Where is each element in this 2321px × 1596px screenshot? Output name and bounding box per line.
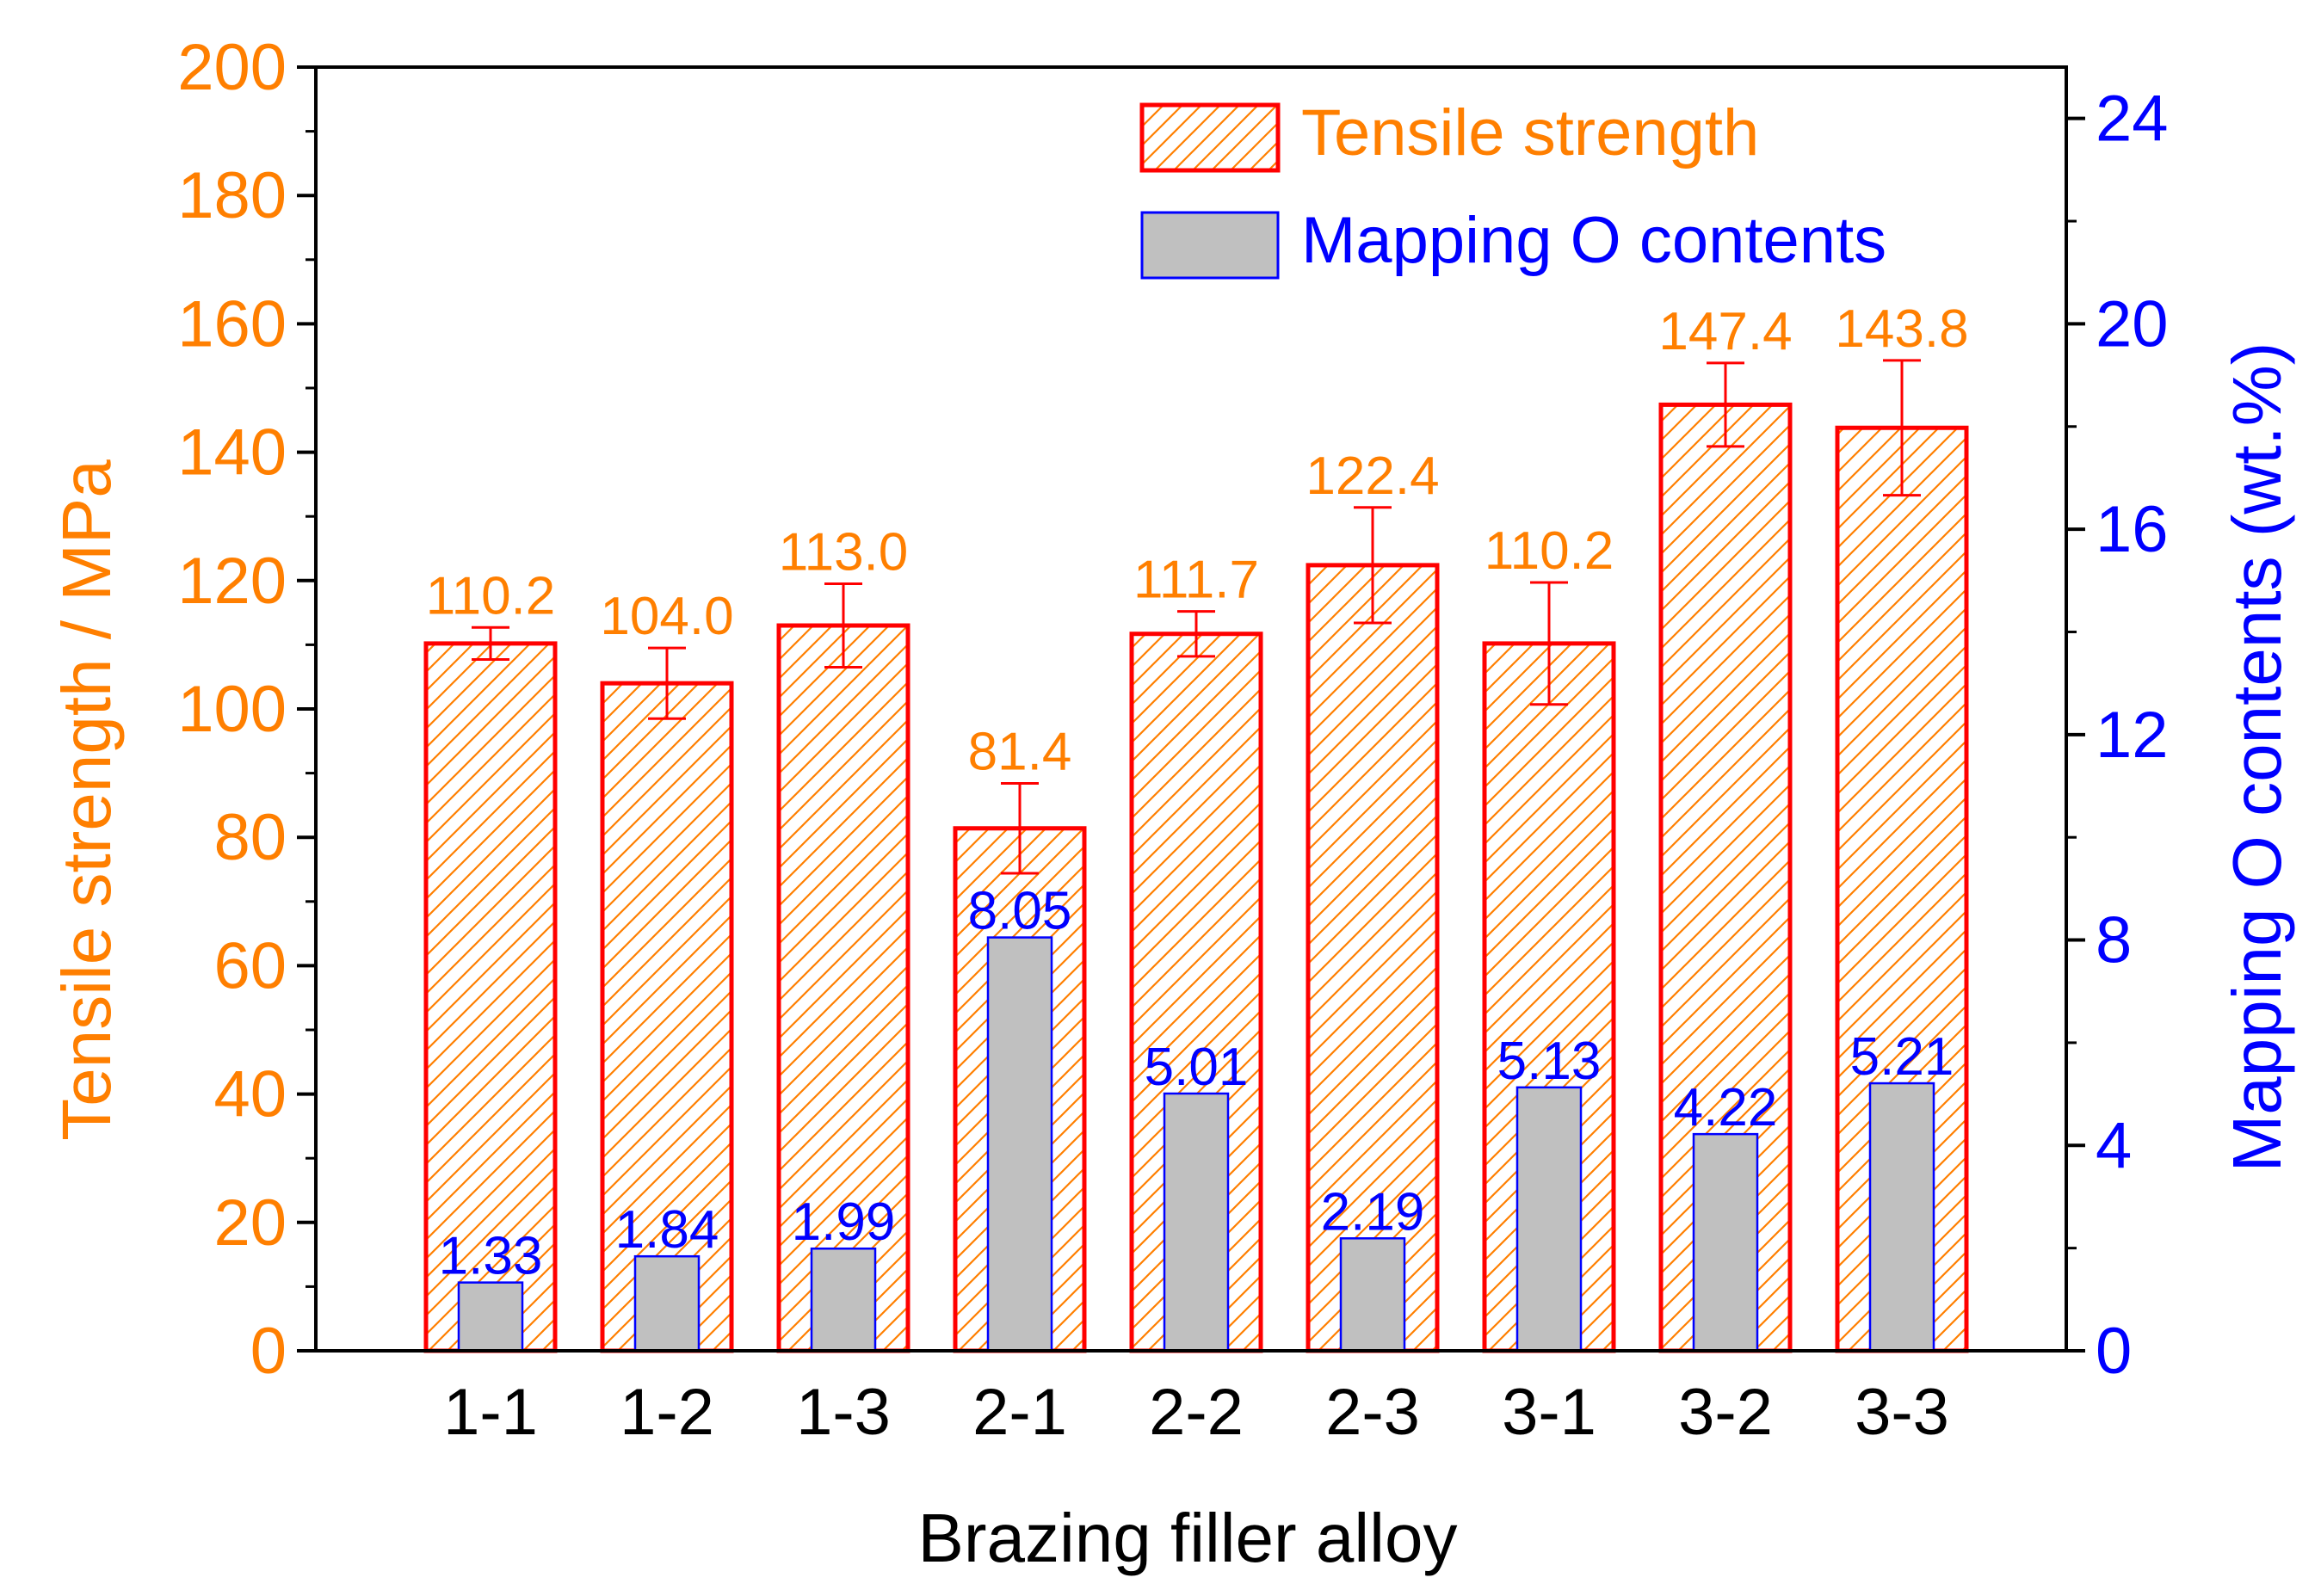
y-tick-label: 0 bbox=[250, 1315, 287, 1388]
o-content-bar-2-3 bbox=[1339, 1237, 1406, 1353]
o-content-bar-3-2 bbox=[1692, 1132, 1759, 1353]
o-content-bar-2-1 bbox=[986, 936, 1053, 1353]
tensile-value-label-3-3: 143.8 bbox=[1835, 299, 1968, 359]
o-content-bar-2-2 bbox=[1163, 1092, 1230, 1353]
o-value-label-2-3: 2.19 bbox=[1321, 1182, 1425, 1242]
o-content-bar-1-1 bbox=[457, 1281, 524, 1353]
x-tick-label-2-2: 2-2 bbox=[1149, 1376, 1244, 1449]
o-value-label-1-3: 1.99 bbox=[792, 1192, 896, 1252]
tensile-value-label-1-1: 110.2 bbox=[426, 566, 556, 625]
y-tick-label: 160 bbox=[177, 287, 287, 360]
x-axis-title: Brazing filler alloy bbox=[918, 1500, 1458, 1576]
y-axis-title: Tensile strength / MPa bbox=[48, 459, 125, 1141]
error-bar-3-1 bbox=[1530, 581, 1568, 706]
y2-tick-label: 20 bbox=[2096, 287, 2169, 360]
y-tick-label: 140 bbox=[177, 416, 287, 490]
o-value-label-3-3: 5.21 bbox=[1850, 1027, 1954, 1087]
o-content-bar-1-2 bbox=[633, 1254, 701, 1353]
o-value-label-2-2: 5.01 bbox=[1145, 1038, 1249, 1097]
error-bar-1-1 bbox=[472, 625, 509, 662]
y-tick-label: 40 bbox=[213, 1058, 287, 1131]
error-bar-1-3 bbox=[824, 582, 862, 669]
y-tick-label: 60 bbox=[213, 929, 287, 1002]
legend-swatch-tensile-strength bbox=[1139, 102, 1281, 173]
o-value-label-2-1: 8.05 bbox=[968, 882, 1072, 941]
tensile-value-label-3-2: 147.4 bbox=[1658, 302, 1792, 361]
tensile-value-label-2-2: 111.7 bbox=[1133, 551, 1259, 610]
o-value-label-3-1: 5.13 bbox=[1497, 1032, 1602, 1091]
tensile-value-label-1-2: 104.0 bbox=[600, 587, 733, 646]
axes-layer: 1-1 1-2 1-3 2-1 2-2 2-3 3-1 3-2 3-30204060801001… bbox=[177, 31, 2168, 1449]
y-tick-label: 120 bbox=[177, 545, 287, 618]
o-value-label-1-2: 1.84 bbox=[615, 1200, 719, 1260]
y2-tick-label: 24 bbox=[2096, 83, 2169, 156]
legend: Tensile strength Mapping O contents bbox=[1139, 96, 1886, 280]
o-value-label-3-2: 4.22 bbox=[1674, 1078, 1778, 1137]
error-bar-2-2 bbox=[1177, 610, 1215, 658]
error-bar-3-2 bbox=[1707, 361, 1744, 448]
x-tick-label-1-1: 1-1 bbox=[443, 1376, 538, 1449]
y-tick-label: 180 bbox=[177, 159, 287, 232]
y2-tick-label: 0 bbox=[2096, 1315, 2132, 1388]
x-tick-label-3-2: 3-2 bbox=[1678, 1376, 1773, 1449]
o-content-bar-3-3 bbox=[1868, 1081, 1935, 1353]
y2-tick-label: 16 bbox=[2096, 493, 2169, 566]
x-tick-label-3-3: 3-3 bbox=[1855, 1376, 1949, 1449]
error-bar-2-3 bbox=[1354, 506, 1392, 625]
y-tick-label: 20 bbox=[213, 1186, 287, 1260]
tensile-value-label-3-1: 110.2 bbox=[1485, 521, 1614, 581]
y-tick-label: 200 bbox=[177, 31, 287, 104]
error-bar-3-3 bbox=[1883, 359, 1921, 497]
o-content-bar-1-3 bbox=[810, 1247, 877, 1353]
y2-tick-label: 4 bbox=[2096, 1109, 2132, 1182]
y-tick-label: 100 bbox=[177, 673, 287, 746]
y2-tick-label: 8 bbox=[2096, 904, 2132, 977]
y2-tick-label: 12 bbox=[2096, 699, 2169, 772]
tensile-value-label-2-3: 122.4 bbox=[1306, 447, 1439, 506]
error-bar-1-2 bbox=[648, 646, 686, 720]
bars-layer: 110.2 1.33 104.0 1.84 113.0 1.99 81.4 8.05 111.7… bbox=[423, 299, 1969, 1353]
tensile-value-label-2-1: 81.4 bbox=[968, 723, 1072, 782]
o-value-label-1-1: 1.33 bbox=[439, 1227, 543, 1286]
tensile-value-label-1-3: 113.0 bbox=[779, 523, 909, 582]
tensile-bar-1-1 bbox=[423, 641, 558, 1353]
legend-label-mapping-o-contents: Mapping O contents bbox=[1301, 204, 1886, 277]
x-tick-label-3-1: 3-1 bbox=[1502, 1376, 1596, 1449]
x-tick-label-2-1: 2-1 bbox=[972, 1376, 1067, 1449]
x-tick-label-2-3: 2-3 bbox=[1325, 1376, 1420, 1449]
y-tick-label: 80 bbox=[213, 801, 287, 874]
x-tick-label-1-2: 1-2 bbox=[620, 1376, 714, 1449]
x-tick-label-1-3: 1-3 bbox=[796, 1376, 891, 1449]
y2-axis-title: Mapping O contents (wt.%) bbox=[2219, 342, 2295, 1173]
o-content-bar-3-1 bbox=[1515, 1086, 1583, 1353]
error-bar-2-1 bbox=[1001, 782, 1039, 875]
tensile-bar-1-3 bbox=[776, 623, 910, 1353]
legend-swatch-mapping-o-contents bbox=[1140, 211, 1280, 280]
legend-label-tensile-strength: Tensile strength bbox=[1301, 96, 1759, 169]
